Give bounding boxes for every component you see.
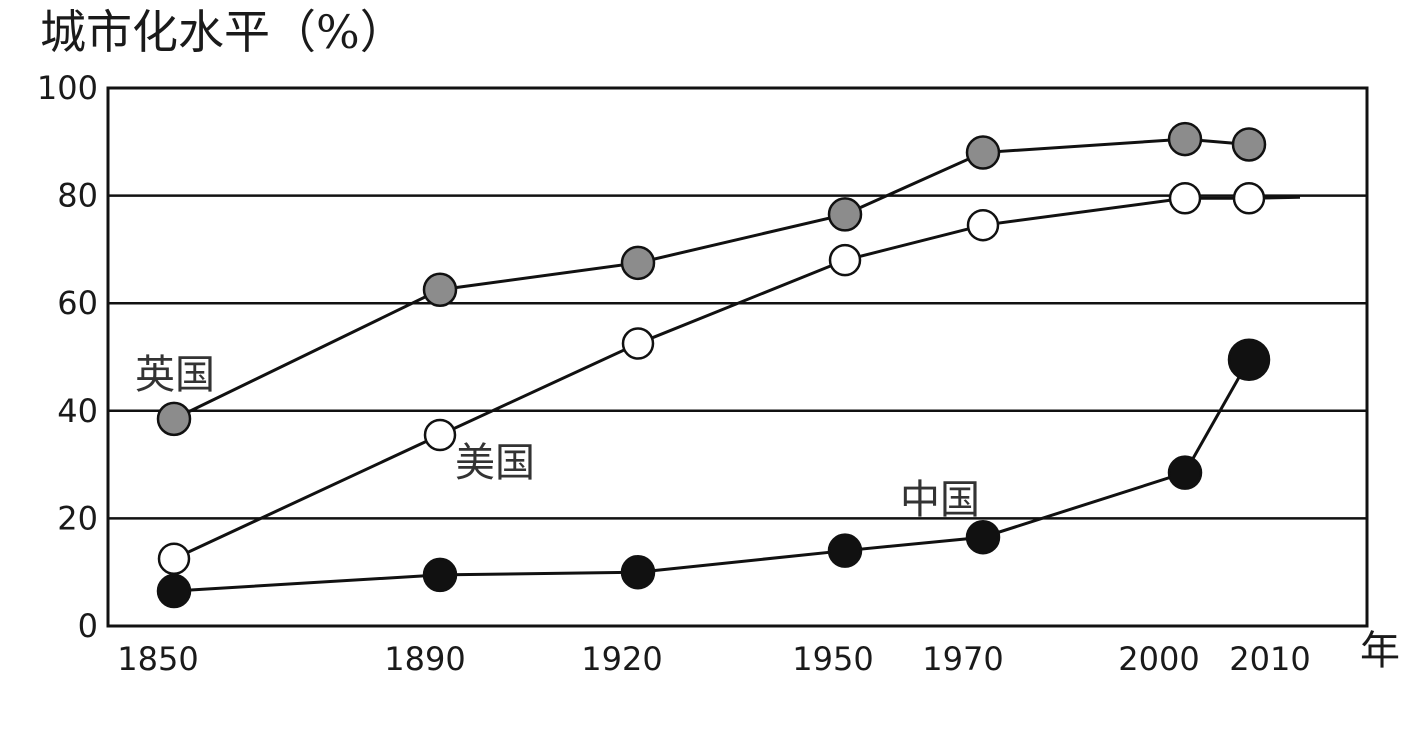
y-tick-label-20: 20 — [57, 499, 98, 537]
point-china-1950 — [827, 533, 863, 568]
x-tick-label-1970: 1970 — [922, 640, 1003, 678]
x-tick-label-1850: 1850 — [117, 640, 198, 678]
x-tick-label-1920: 1920 — [581, 640, 662, 678]
point-uk-2010 — [1231, 127, 1267, 162]
point-china-1890 — [422, 557, 458, 593]
point-usa-1920 — [621, 327, 655, 360]
y-tick-label-60: 60 — [57, 284, 98, 322]
x-tick-label-1890: 1890 — [384, 640, 465, 678]
x-tick-labels: 1850 1890 1920 1950 1970 2000 2010 — [117, 640, 1310, 678]
series-markers — [156, 121, 1271, 609]
series-line-china — [173, 358, 1251, 593]
y-tick-labels: 0 20 40 60 80 100 — [37, 69, 98, 645]
series-label-china: 中国 — [900, 477, 980, 523]
x-tick-label-2010: 2010 — [1229, 640, 1310, 678]
point-usa-1970 — [966, 208, 1000, 242]
point-china-1850 — [156, 573, 192, 609]
point-uk-1920 — [620, 245, 656, 281]
y-tick-label-100: 100 — [37, 69, 98, 107]
point-usa-1890 — [423, 418, 457, 452]
y-axis-title: 城市化水平（%） — [40, 5, 406, 59]
point-uk-1890 — [422, 272, 458, 307]
point-china-2000 — [1167, 455, 1203, 490]
series-lines — [173, 137, 1301, 593]
series-label-uk: 英国 — [135, 352, 215, 398]
point-china-1970 — [965, 519, 1001, 555]
point-uk-1850 — [156, 401, 192, 437]
point-usa-2000 — [1168, 182, 1202, 215]
x-tick-label-1950: 1950 — [792, 640, 873, 678]
x-tick-label-2000: 2000 — [1118, 640, 1199, 678]
point-uk-1970 — [965, 135, 1001, 170]
point-usa-1950 — [828, 243, 862, 277]
point-uk-1950 — [827, 197, 863, 232]
point-usa-1850 — [157, 542, 191, 575]
y-tick-label-80: 80 — [57, 177, 98, 215]
series-line-uk — [173, 137, 1250, 421]
point-china-2010 — [1227, 338, 1271, 381]
x-axis-unit-label: 年 — [1360, 628, 1400, 674]
y-tick-label-40: 40 — [57, 392, 98, 430]
point-usa-2010 — [1232, 182, 1266, 215]
plot-frame — [106, 86, 1369, 628]
point-china-1920 — [620, 554, 656, 590]
y-tick-label-0: 0 — [78, 607, 98, 645]
point-uk-2000 — [1167, 121, 1203, 157]
series-label-usa: 美国 — [455, 440, 535, 486]
